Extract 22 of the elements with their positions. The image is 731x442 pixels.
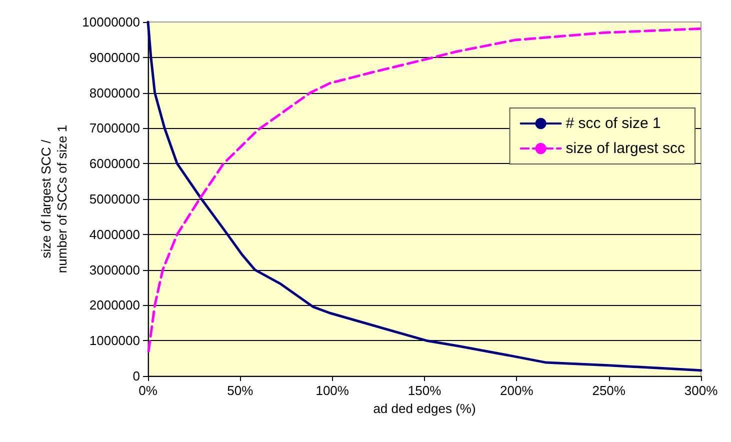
y-tick-label: 1000000 — [89, 333, 140, 348]
y-tick-label: 2000000 — [89, 298, 140, 313]
x-tick-label: 100% — [316, 383, 350, 398]
x-tick-label: 50% — [227, 383, 254, 398]
y-tick-label: 0 — [132, 368, 140, 384]
y-tick-label: 5000000 — [89, 192, 140, 206]
legend-label: # scc of size 1 — [566, 115, 661, 132]
x-tick-label: 150% — [408, 383, 442, 398]
x-tick-label: 250% — [592, 383, 626, 398]
x-tick-label: 0% — [138, 383, 158, 398]
legend-label: size of largest scc — [566, 140, 686, 157]
y-tick-label: 6000000 — [89, 156, 140, 172]
y-tick-label: 10000000 — [82, 14, 140, 30]
y-tick-label: 7000000 — [89, 120, 140, 136]
y-axis-title: size of largest SCC / number of SCCs of size 1 — [38, 124, 70, 274]
x-tick-label: 300% — [684, 383, 718, 398]
y-tick-label: 9000000 — [89, 50, 140, 65]
x-axis-title: ad ded edges (%) — [373, 401, 476, 416]
y-tick-label: 3000000 — [89, 262, 140, 278]
x-tick-label: 200% — [500, 383, 534, 398]
y-tick-label: 4000000 — [89, 226, 140, 242]
y-tick-label: 8000000 — [89, 85, 140, 100]
